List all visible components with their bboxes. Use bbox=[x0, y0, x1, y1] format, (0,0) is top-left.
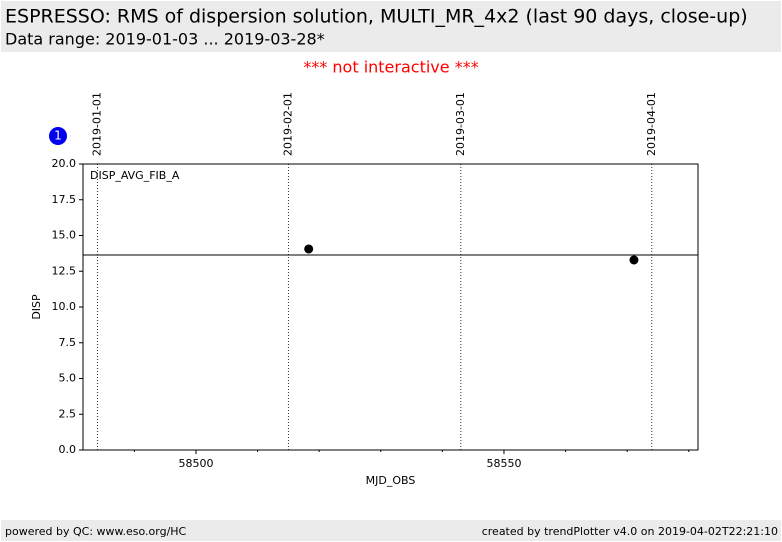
date-label: 2019-04-01 bbox=[645, 92, 658, 156]
footer-band bbox=[1, 520, 781, 541]
header-band bbox=[1, 1, 781, 52]
page-title: ESPRESSO: RMS of dispersion solution, MU… bbox=[5, 6, 748, 28]
date-label: 2019-01-01 bbox=[90, 92, 103, 156]
plot-frame bbox=[82, 163, 699, 451]
badge bbox=[49, 127, 67, 145]
y-tick-label: 15.0 bbox=[52, 229, 77, 242]
footer-left: powered by QC: www.eso.org/HC bbox=[5, 525, 187, 538]
data-point bbox=[304, 244, 314, 254]
date-label: 2019-02-01 bbox=[281, 92, 294, 156]
y-tick-label: 7.5 bbox=[59, 336, 77, 349]
note: *** not interactive *** bbox=[303, 58, 478, 77]
panel-label: DISP_AVG_FIB_A bbox=[90, 169, 180, 182]
x-axis-label: MJD_OBS bbox=[366, 474, 416, 487]
badge-label: 1 bbox=[54, 129, 62, 143]
y-tick-label: 10.0 bbox=[52, 300, 77, 313]
data-point bbox=[629, 255, 639, 265]
footer-right: created by trendPlotter v4.0 on 2019-04-… bbox=[482, 525, 778, 538]
y-tick-label: 12.5 bbox=[52, 264, 77, 277]
page-subtitle: Data range: 2019-01-03 ... 2019-03-28* bbox=[5, 30, 325, 49]
x-tick-label: 58500 bbox=[178, 457, 213, 470]
y-tick-label: 0.0 bbox=[59, 443, 77, 456]
x-tick-label: 58550 bbox=[486, 457, 521, 470]
y-axis-label: DISP bbox=[30, 294, 43, 320]
y-tick-label: 2.5 bbox=[59, 407, 77, 420]
date-label: 2019-03-01 bbox=[454, 92, 467, 156]
y-tick-label: 20.0 bbox=[52, 157, 77, 170]
y-tick-label: 17.5 bbox=[52, 193, 77, 206]
y-tick-label: 5.0 bbox=[59, 372, 77, 385]
